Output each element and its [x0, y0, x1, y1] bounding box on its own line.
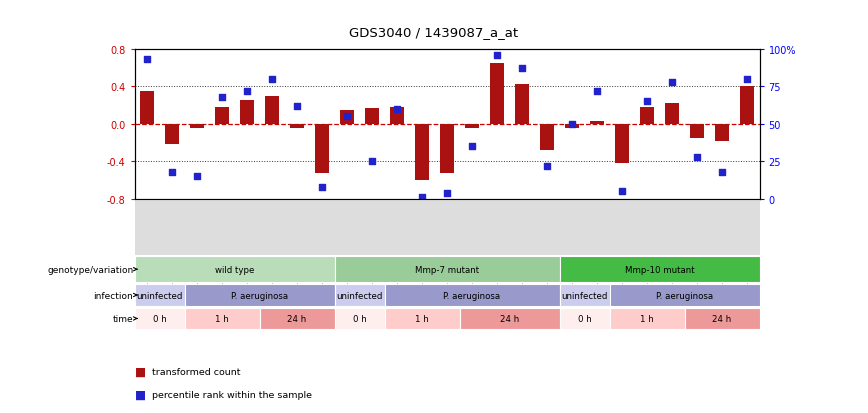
- Bar: [459, 308, 560, 330]
- Text: 1 h: 1 h: [640, 314, 654, 323]
- Text: P. aeruginosa: P. aeruginosa: [444, 291, 501, 300]
- Text: 0 h: 0 h: [577, 314, 591, 323]
- Point: [640, 99, 654, 105]
- Text: Mmp-7 mutant: Mmp-7 mutant: [415, 265, 479, 274]
- Text: 0 h: 0 h: [352, 314, 366, 323]
- Bar: [135, 285, 185, 306]
- Point: [415, 195, 429, 201]
- Text: 0 h: 0 h: [153, 314, 167, 323]
- Text: uninfected: uninfected: [562, 291, 608, 300]
- Bar: [390, 108, 404, 124]
- Point: [265, 76, 279, 83]
- Point: [215, 94, 229, 101]
- Bar: [334, 256, 560, 282]
- Bar: [265, 96, 279, 124]
- Bar: [609, 308, 685, 330]
- Bar: [715, 124, 729, 141]
- Text: P. aeruginosa: P. aeruginosa: [231, 291, 288, 300]
- Text: Mmp-10 mutant: Mmp-10 mutant: [625, 265, 694, 274]
- Point: [440, 190, 454, 197]
- Bar: [240, 101, 254, 124]
- Bar: [560, 285, 609, 306]
- Text: transformed count: transformed count: [152, 367, 240, 376]
- Point: [615, 189, 629, 195]
- Text: genotype/variation: genotype/variation: [47, 265, 134, 274]
- Text: uninfected: uninfected: [336, 291, 383, 300]
- Text: time: time: [113, 314, 134, 323]
- Bar: [440, 124, 454, 173]
- Text: ■: ■: [135, 365, 146, 378]
- Bar: [540, 124, 554, 151]
- Point: [390, 106, 404, 113]
- Point: [565, 121, 579, 128]
- Bar: [590, 122, 604, 124]
- Point: [290, 103, 304, 110]
- Bar: [190, 124, 204, 129]
- Bar: [685, 308, 760, 330]
- Text: 1 h: 1 h: [215, 314, 229, 323]
- Bar: [340, 110, 354, 124]
- Bar: [185, 308, 260, 330]
- Text: percentile rank within the sample: percentile rank within the sample: [152, 390, 312, 399]
- Bar: [490, 64, 504, 124]
- Bar: [415, 124, 429, 180]
- Bar: [365, 109, 379, 124]
- Point: [490, 52, 504, 59]
- Text: 1 h: 1 h: [415, 314, 429, 323]
- Text: uninfected: uninfected: [136, 291, 183, 300]
- Text: 24 h: 24 h: [287, 314, 306, 323]
- Point: [740, 76, 754, 83]
- Bar: [185, 285, 334, 306]
- Bar: [334, 308, 385, 330]
- Point: [690, 154, 704, 161]
- Bar: [740, 87, 754, 124]
- Bar: [515, 85, 529, 124]
- Point: [590, 88, 604, 95]
- Bar: [334, 285, 385, 306]
- Bar: [615, 124, 629, 164]
- Bar: [690, 124, 704, 138]
- Point: [540, 163, 554, 170]
- Point: [190, 173, 204, 180]
- Text: 24 h: 24 h: [500, 314, 519, 323]
- Point: [140, 57, 154, 63]
- Bar: [165, 124, 179, 145]
- Bar: [385, 285, 560, 306]
- Point: [240, 88, 254, 95]
- Bar: [560, 256, 760, 282]
- Bar: [135, 256, 334, 282]
- Text: infection: infection: [94, 291, 134, 300]
- Bar: [665, 104, 679, 124]
- Bar: [135, 308, 185, 330]
- Text: 24 h: 24 h: [713, 314, 732, 323]
- Text: GDS3040 / 1439087_a_at: GDS3040 / 1439087_a_at: [350, 26, 518, 39]
- Point: [465, 144, 479, 150]
- Text: ■: ■: [135, 388, 146, 401]
- Bar: [315, 124, 329, 173]
- Text: P. aeruginosa: P. aeruginosa: [656, 291, 713, 300]
- Bar: [385, 308, 459, 330]
- Point: [365, 159, 379, 165]
- Text: wild type: wild type: [215, 265, 254, 274]
- Bar: [140, 92, 154, 124]
- Bar: [260, 308, 334, 330]
- Bar: [609, 285, 760, 306]
- Bar: [215, 108, 229, 124]
- Bar: [465, 124, 479, 129]
- Bar: [560, 308, 609, 330]
- Point: [315, 184, 329, 191]
- Bar: [565, 124, 579, 129]
- Bar: [640, 108, 654, 124]
- Point: [665, 79, 679, 86]
- Point: [715, 169, 729, 176]
- Point: [340, 114, 354, 120]
- Point: [165, 169, 179, 176]
- Point: [515, 66, 529, 72]
- Bar: [290, 124, 304, 129]
